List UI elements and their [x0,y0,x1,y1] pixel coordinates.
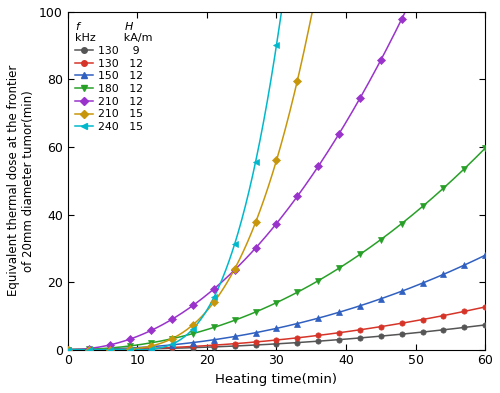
X-axis label: Heating time(min): Heating time(min) [216,373,338,386]
Legend: 130    9, 130   12, 150   12, 180   12, 210   12, 210   15, 240   15: 130 9, 130 12, 150 12, 180 12, 210 12, 2… [74,17,155,134]
Y-axis label: Equivalent thermal dose at the frontier
of 20mm diameter tumor(min): Equivalent thermal dose at the frontier … [7,65,35,296]
